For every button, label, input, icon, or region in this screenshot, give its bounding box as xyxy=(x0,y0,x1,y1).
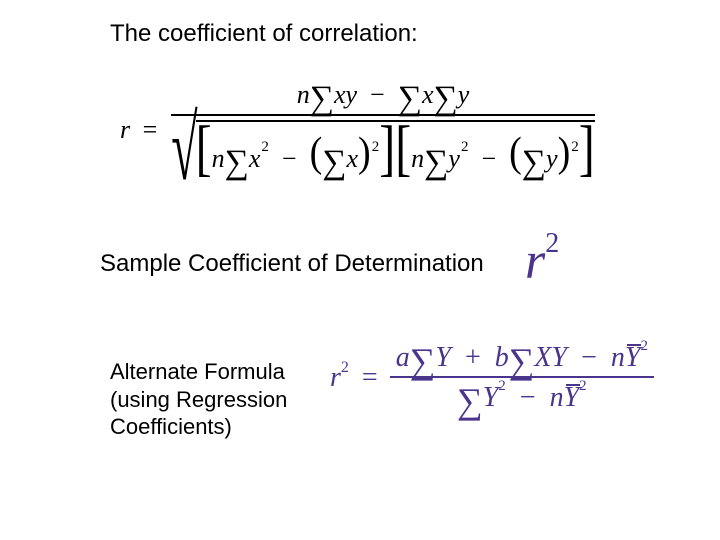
heading-correlation: The coefficient of correlation: xyxy=(110,20,418,48)
f2-numerator: a∑Y + b∑XY − nY2 xyxy=(390,338,654,376)
r-squared-symbol: r2 xyxy=(525,228,559,291)
f2-denominator: ∑Y2 − nY2 xyxy=(451,378,593,416)
f1-r: r xyxy=(120,115,130,144)
formula-correlation: r = n∑xy − ∑x∑y √ [n∑x2 − (∑x)2][n∑y2 xyxy=(120,80,600,179)
slide: The coefficient of correlation: r = n∑xy… xyxy=(0,0,720,540)
heading-alternate: Alternate Formula (using Regression Coef… xyxy=(110,358,287,441)
f1-denominator: √ [n∑x2 − (∑x)2][n∑y2 − (∑y)2] xyxy=(171,116,594,179)
heading-determination: Sample Coefficient of Determination xyxy=(100,250,484,278)
f1-eq: = xyxy=(143,115,158,144)
f1-numerator: n∑xy − ∑x∑y xyxy=(287,80,480,114)
formula-determination: r2 = a∑Y + b∑XY − nY2 ∑Y2 − nY2 xyxy=(330,338,654,416)
